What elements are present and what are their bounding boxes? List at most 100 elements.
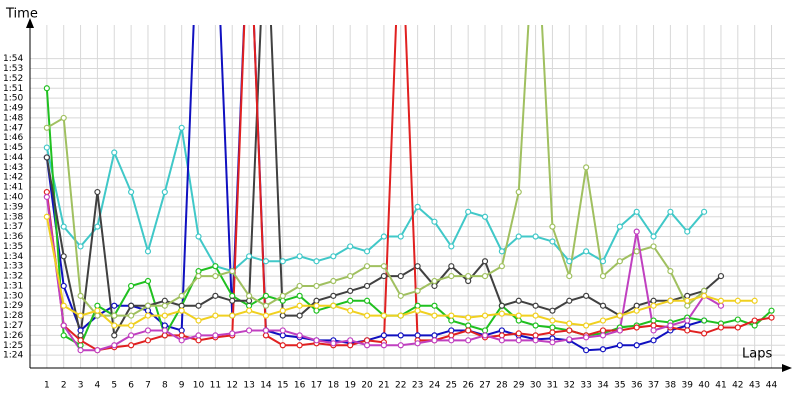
data-point [195, 268, 202, 275]
data-point [650, 243, 657, 250]
data-point [515, 312, 522, 319]
data-point [481, 272, 489, 280]
data-point [650, 233, 657, 240]
data-point [515, 297, 522, 304]
data-point [768, 314, 775, 321]
y-tick-label: 1:41 [3, 183, 23, 193]
x-tick-label: 27 [479, 381, 490, 391]
data-point [347, 337, 354, 344]
x-tick-label: 12 [227, 381, 238, 391]
data-point [43, 144, 50, 151]
x-tick-label: 40 [698, 381, 710, 391]
data-point [144, 302, 152, 309]
data-point [229, 297, 236, 304]
data-point [43, 154, 50, 161]
data-point [279, 307, 286, 314]
data-point [128, 188, 135, 196]
x-tick-label: 23 [412, 381, 423, 391]
data-point [650, 302, 657, 309]
data-point [414, 263, 421, 270]
x-tick-label: 36 [631, 381, 643, 391]
data-point [566, 336, 573, 343]
data-point [414, 340, 421, 347]
data-point [161, 297, 168, 304]
x-tick-label: 21 [378, 381, 389, 391]
y-tick-label: 1:35 [3, 242, 23, 252]
data-point [77, 332, 84, 339]
x-tick-label: 6 [128, 381, 134, 391]
data-point [313, 307, 320, 314]
data-point [448, 327, 455, 334]
data-point [448, 337, 455, 344]
data-point [583, 347, 590, 354]
data-point [296, 302, 303, 309]
data-point [330, 253, 337, 260]
data-point [448, 263, 455, 270]
data-point [279, 258, 286, 265]
y-tick-label: 1:25 [3, 341, 23, 351]
x-tick-label: 29 [513, 381, 525, 391]
data-point [549, 307, 556, 314]
data-point [667, 268, 674, 275]
data-point [515, 330, 522, 337]
data-point [212, 292, 219, 299]
data-point [60, 302, 67, 309]
x-tick-label: 16 [294, 381, 306, 391]
data-point [667, 208, 674, 215]
y-tick-label: 1:40 [3, 192, 23, 202]
data-point [111, 342, 118, 349]
data-point [161, 332, 168, 339]
series-line [46, 25, 705, 317]
data-point [43, 188, 50, 196]
data-point [347, 342, 354, 349]
data-point [313, 337, 320, 344]
data-point [363, 342, 371, 349]
x-tick-label: 37 [648, 381, 659, 391]
data-point [245, 292, 253, 299]
data-point [465, 314, 472, 321]
data-point [229, 330, 236, 337]
plot-area [43, 25, 775, 354]
y-tick-label: 1:43 [3, 163, 23, 173]
data-point [245, 297, 253, 304]
data-point [701, 330, 708, 337]
data-point [178, 302, 185, 309]
data-point [144, 307, 152, 314]
data-point [111, 332, 118, 339]
x-tick-label: 10 [193, 381, 205, 391]
data-point [229, 268, 236, 275]
data-point [566, 327, 573, 334]
data-point [583, 292, 590, 299]
data-point [60, 253, 67, 260]
data-point [566, 297, 573, 304]
data-point [633, 302, 640, 309]
data-point [245, 327, 253, 334]
data-point [229, 292, 236, 299]
data-point [380, 233, 388, 240]
x-tick-label: 5 [111, 381, 117, 391]
data-point [262, 258, 270, 265]
x-tick-label: 25 [446, 381, 457, 391]
x-tick-label: 28 [496, 381, 508, 391]
y-tick-label: 1:36 [3, 232, 23, 242]
y-tick-label: 1:27 [3, 321, 23, 331]
data-point [77, 243, 84, 250]
data-point [431, 282, 438, 290]
data-point [128, 302, 135, 309]
data-point [515, 317, 522, 324]
series-line [45, 25, 772, 352]
data-point [717, 272, 725, 280]
data-point [330, 302, 337, 309]
data-point [363, 312, 371, 319]
data-point [94, 307, 101, 314]
data-point [296, 342, 303, 349]
x-tick-label: 22 [395, 381, 406, 391]
data-point [633, 307, 640, 314]
data-point [94, 188, 101, 196]
data-point [566, 272, 573, 280]
data-point [633, 208, 640, 215]
data-point [599, 346, 607, 353]
y-tick-label: 1:42 [3, 173, 23, 183]
data-point [380, 272, 388, 280]
y-tick-label: 1:44 [3, 153, 23, 163]
